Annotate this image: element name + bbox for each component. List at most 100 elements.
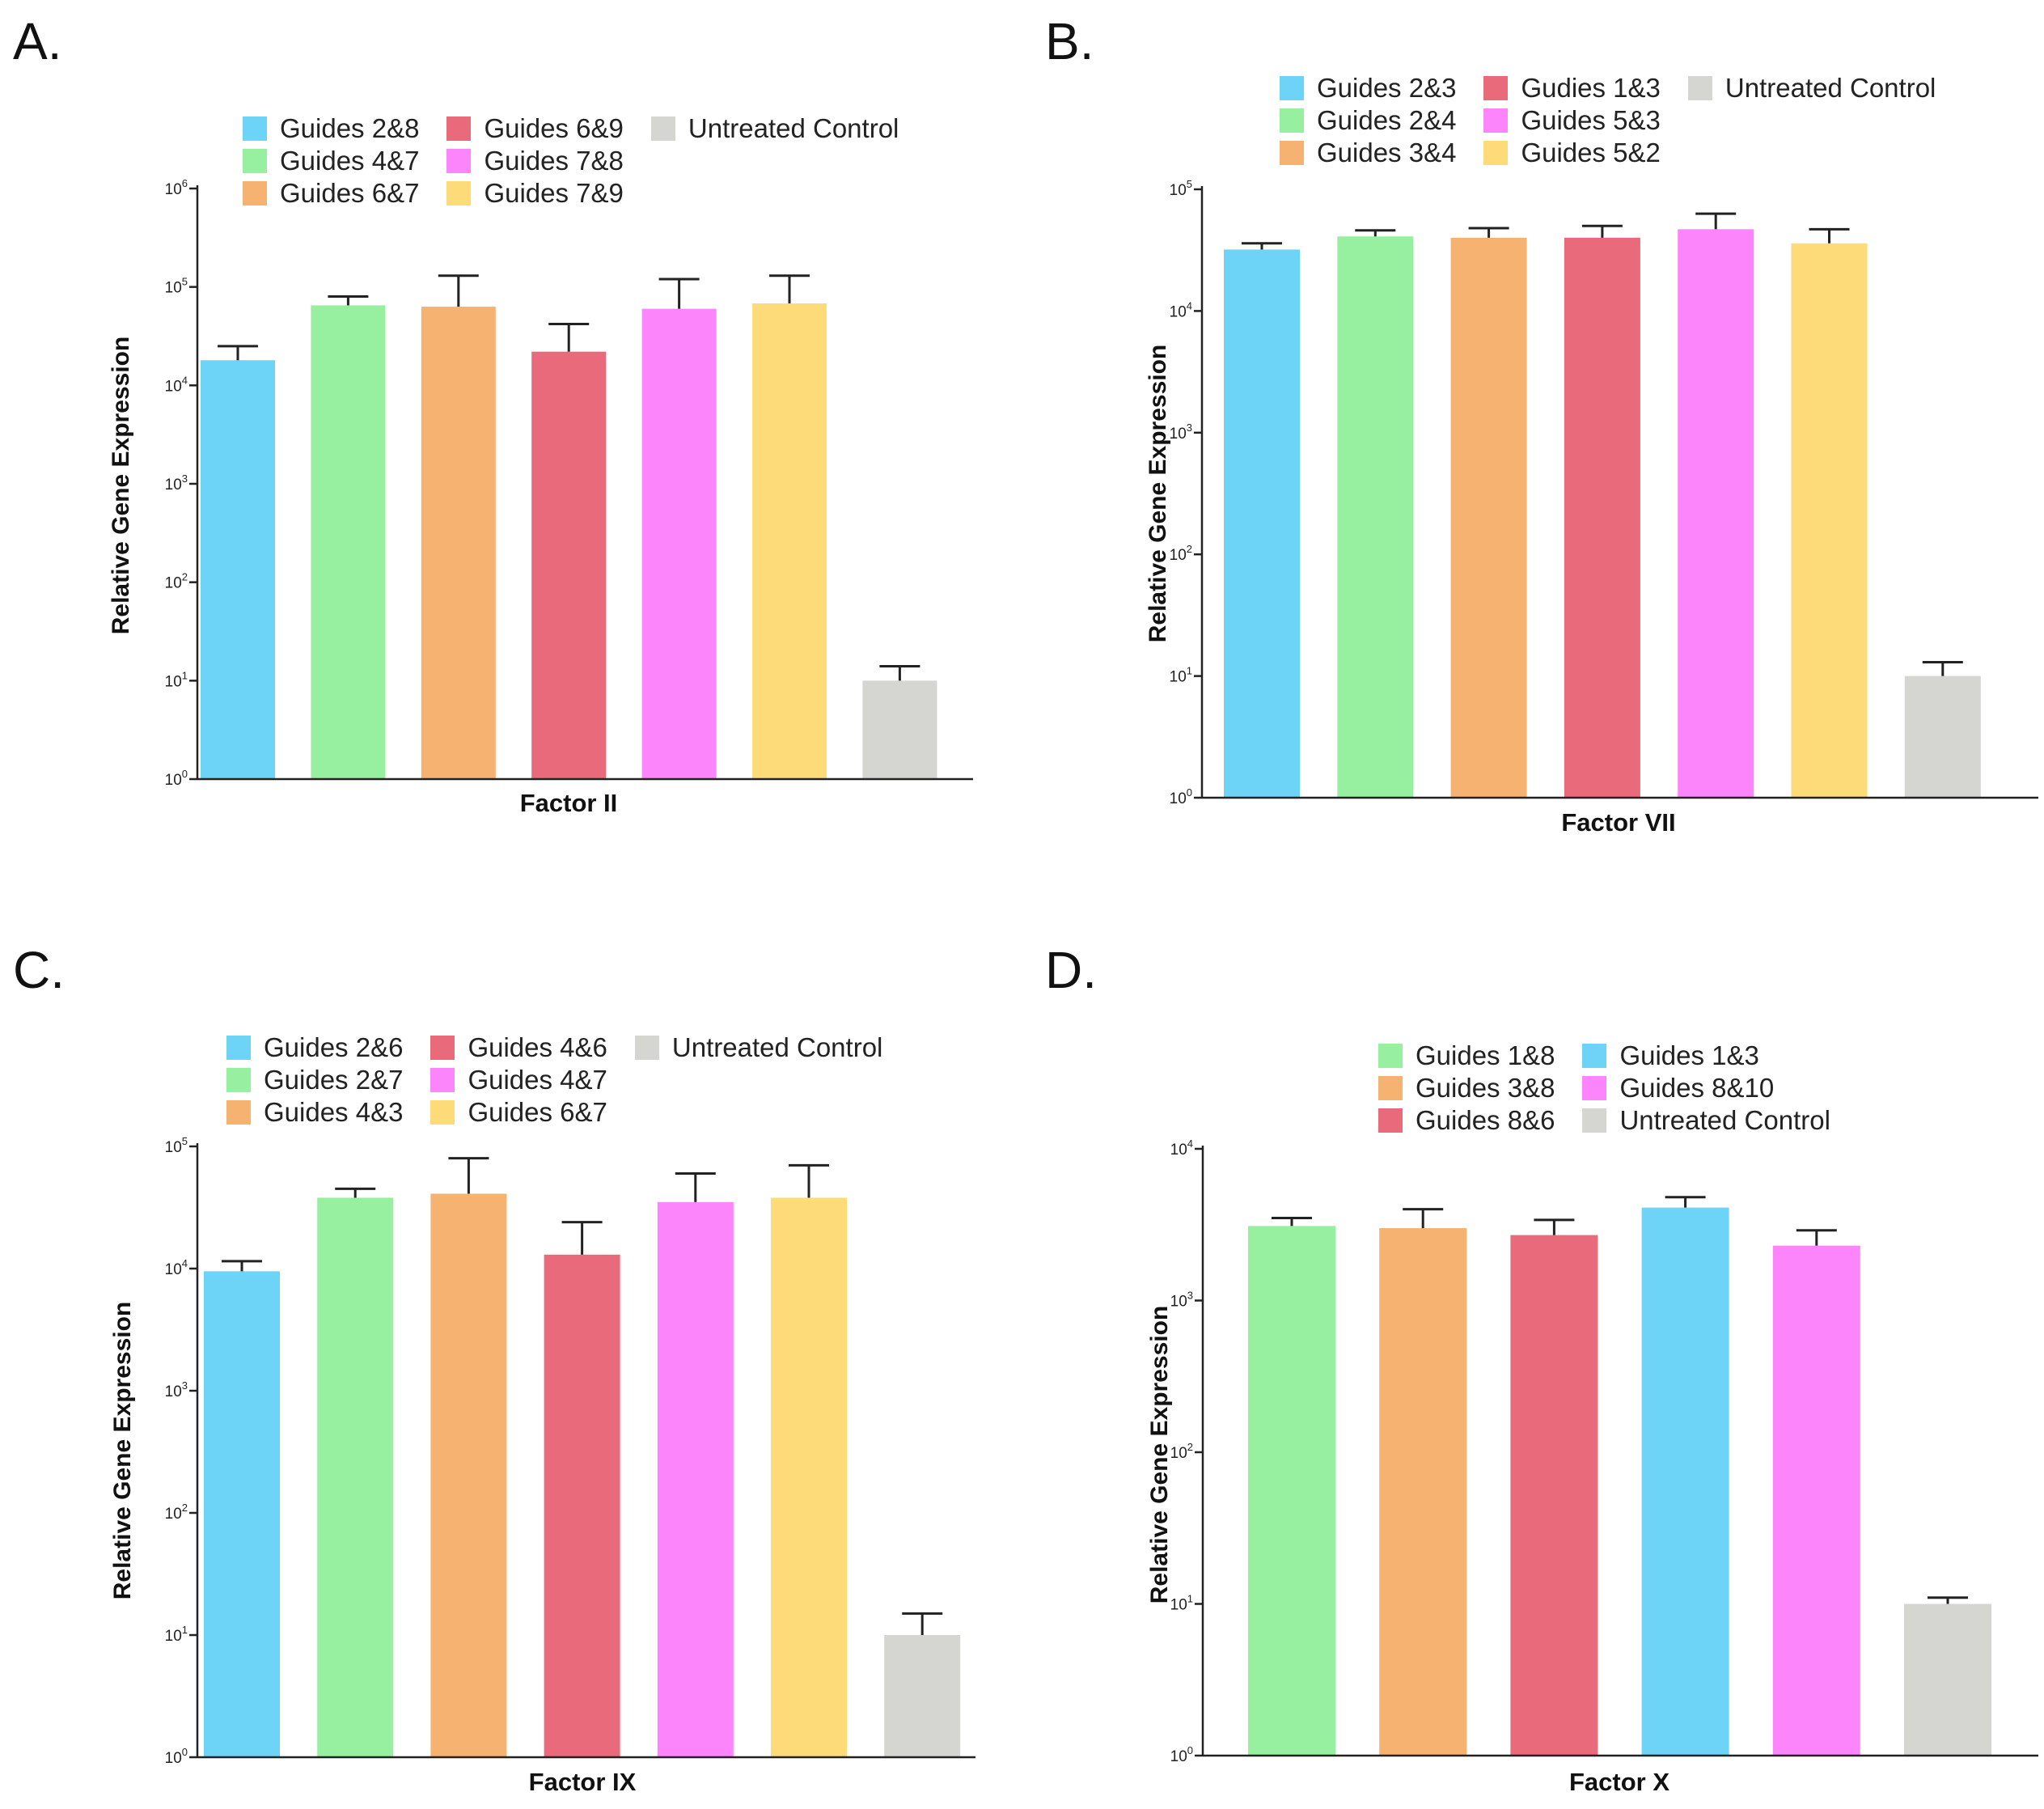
bar [201, 360, 275, 780]
bar [1791, 243, 1868, 798]
legend-swatch [1483, 108, 1509, 133]
legend-item: Guides 7&8 [446, 146, 624, 176]
legend-swatch [226, 1100, 251, 1125]
bar [862, 680, 937, 779]
bar [1772, 1245, 1860, 1756]
legend-label: Guides 2&7 [264, 1065, 404, 1095]
legend-item: Guides 2&4 [1280, 105, 1456, 136]
legend-label: Untreated Control [1724, 73, 1936, 103]
legend-swatch [446, 181, 472, 205]
bar [1904, 1604, 1991, 1756]
legend-swatch [1280, 76, 1304, 100]
panel-d: D. Guides 1&8 Guides 3&8 Guides 8&6 Guides … [1022, 905, 2044, 1809]
legend-item: Guides 6&7 [430, 1097, 607, 1128]
bar [1450, 237, 1527, 798]
bar [1904, 676, 1981, 798]
bar [421, 307, 496, 780]
y-tick-label: 101 [165, 1624, 188, 1645]
panel-label: A. [13, 12, 62, 70]
legend-item: Guides 5&2 [1483, 138, 1661, 168]
legend-label: Guides 6&7 [468, 1097, 607, 1127]
legend-item: Guides 7&9 [446, 178, 624, 209]
legend-label: Guides 5&3 [1521, 105, 1661, 135]
legend-swatch [446, 149, 472, 173]
legend-item: Gudies 1&3 [1483, 73, 1661, 104]
legend-item: Untreated Control [634, 1032, 882, 1063]
y-tick-label: 101 [1170, 1593, 1193, 1614]
legend-label: Guides 3&8 [1416, 1073, 1555, 1103]
legend-item: Guides 4&3 [226, 1097, 403, 1128]
y-tick-label: 100 [1170, 1744, 1193, 1765]
legend-label: Guides 3&4 [1317, 138, 1457, 167]
legend-label: Guides 2&6 [264, 1032, 404, 1062]
legend-label: Untreated Control [688, 113, 899, 143]
y-tick-label: 102 [1170, 1441, 1193, 1462]
bar [317, 1197, 394, 1757]
y-tick-label: 103 [165, 1379, 188, 1400]
bar [1564, 237, 1640, 798]
panel-b: B. Guides 2&3 Guides 2&4 Guides 3&4 Gudies … [1022, 0, 2044, 905]
x-axis-title: Factor II [519, 789, 618, 817]
legend-label: Guides 8&6 [1416, 1105, 1555, 1135]
y-tick-label: 104 [1170, 299, 1192, 320]
bar [641, 308, 717, 779]
x-axis-title: Factor IX [528, 1768, 637, 1796]
y-tick-label: 100 [165, 1746, 188, 1767]
legend-label: Guides 1&3 [1619, 1040, 1759, 1070]
y-tick-label: 103 [165, 472, 188, 494]
legend-label: Guides 8&10 [1619, 1073, 1775, 1103]
chart-legend: Guides 2&6 Guides 2&7 Guides 4&3 Guides 4&6… [226, 1032, 882, 1128]
legend-label: Guides 7&9 [484, 178, 624, 208]
legend-item: Guides 2&8 [243, 113, 419, 144]
bar [657, 1201, 734, 1757]
legend-label: Guides 2&4 [1317, 105, 1457, 135]
legend-item: Guides 1&8 [1378, 1040, 1555, 1071]
bar [1224, 249, 1300, 799]
y-axis-title: Relative Gene Expression [109, 1301, 136, 1600]
legend-item: Untreated Control [1582, 1105, 1830, 1136]
legend-swatch [1483, 141, 1509, 165]
legend-label: Guides 1&8 [1416, 1040, 1555, 1070]
y-tick-label: 106 [165, 177, 188, 198]
legend-label: Guides 6&9 [484, 113, 624, 143]
legend-item: Guides 4&7 [430, 1065, 607, 1095]
y-tick-label: 102 [165, 571, 188, 592]
legend-item: Guides 8&6 [1378, 1105, 1555, 1136]
y-tick-label: 100 [1170, 786, 1192, 807]
legend-item: Guides 2&3 [1280, 73, 1456, 104]
legend-swatch [650, 117, 675, 141]
y-tick-label: 104 [1170, 1138, 1193, 1159]
legend-item: Guides 3&4 [1280, 138, 1456, 168]
legend-swatch [243, 117, 267, 141]
bar [884, 1635, 961, 1757]
legend-swatch [243, 149, 267, 173]
legend-label: Guides 4&6 [468, 1032, 607, 1062]
legend-swatch [430, 1068, 455, 1092]
legend-swatch [1378, 1044, 1403, 1068]
legend-swatch [226, 1036, 251, 1060]
y-tick-label: 105 [165, 1135, 188, 1156]
chart-legend: Guides 2&8 Guides 4&7 Guides 6&7 Guides 6&9… [243, 113, 899, 209]
x-axis-title: Factor VII [1561, 808, 1676, 837]
y-tick-label: 105 [165, 276, 188, 297]
legend-label: Untreated Control [1619, 1105, 1830, 1135]
y-tick-label: 102 [1170, 543, 1192, 564]
y-axis-title: Relative Gene Expression [1145, 344, 1171, 643]
legend-label: Guides 2&8 [280, 113, 420, 143]
legend-item: Guides 1&3 [1582, 1040, 1830, 1071]
legend-label: Gudies 1&3 [1521, 73, 1661, 103]
legend-swatch [1378, 1108, 1403, 1133]
bar [531, 351, 607, 780]
bar [1678, 229, 1754, 798]
y-tick-label: 103 [1170, 422, 1192, 443]
bar-chart: 100 101 102 103 104 [1170, 1138, 2038, 1765]
y-tick-label: 105 [1170, 178, 1192, 199]
chart-legend: Guides 1&8 Guides 3&8 Guides 8&6 Guides 1&3… [1378, 1040, 1830, 1136]
bar-chart: 100 101 102 103 104 105 [165, 1135, 975, 1767]
legend-item: Guides 6&9 [446, 113, 624, 144]
legend-swatch [1687, 76, 1712, 100]
legend-swatch [1483, 76, 1509, 100]
legend-label: Guides 4&7 [280, 146, 420, 176]
legend-label: Guides 4&3 [264, 1097, 404, 1127]
legend-label: Guides 6&7 [280, 178, 420, 208]
